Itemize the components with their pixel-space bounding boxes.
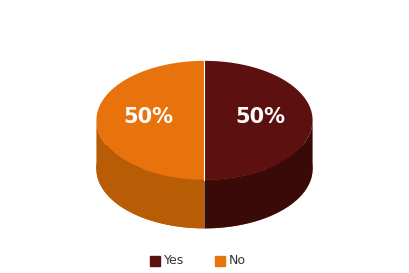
Text: No: No [229,254,246,267]
Bar [151,256,160,266]
Polygon shape [204,120,312,229]
Polygon shape [204,61,312,180]
Text: 50%: 50% [236,107,286,127]
Bar [215,256,225,266]
Text: Yes: Yes [164,254,184,267]
Polygon shape [97,169,312,229]
Polygon shape [97,120,204,229]
Polygon shape [97,109,312,169]
Polygon shape [97,61,204,180]
Text: 50%: 50% [123,107,173,127]
